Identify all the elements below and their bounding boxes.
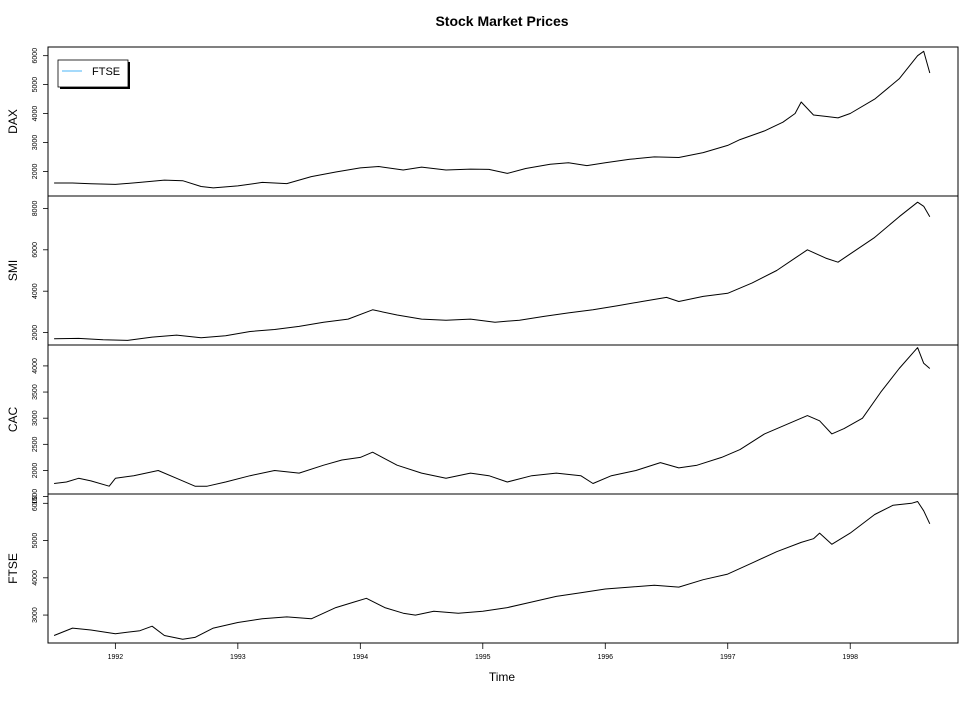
y-tick-label-cac: 3000 — [32, 410, 39, 426]
y-tick-label-dax: 4000 — [32, 106, 39, 122]
x-tick-label: 1992 — [108, 654, 124, 661]
x-axis-label: Time — [489, 670, 516, 684]
panel-dax: 2000 3000 4000 5000 6000 DAX — [6, 46, 959, 197]
panel-smi: 2000 4000 6000 8000 SMI — [6, 195, 959, 346]
panel-ftse: 3000 4000 5000 6000 FTSE — [6, 493, 959, 644]
y-tick-label-cac: 2000 — [32, 463, 39, 479]
x-tick-label: 1997 — [720, 654, 736, 661]
y-tick-label-ftse: 6000 — [32, 495, 39, 511]
y-tick-label-smi: 8000 — [32, 201, 39, 217]
chart-title: Stock Market Prices — [435, 13, 568, 29]
series-line-smi — [54, 201, 931, 341]
series-line-dax — [54, 50, 931, 189]
y-axis-label-dax: DAX — [6, 109, 20, 134]
y-axis-label-ftse: FTSE — [6, 553, 20, 584]
y-tick-label-dax: 2000 — [32, 164, 39, 180]
y-tick-label-ftse: 4000 — [32, 570, 39, 586]
y-tick-label-cac: 1500 — [32, 489, 39, 505]
series-line-cac — [54, 347, 931, 487]
legend-box — [57, 59, 129, 88]
panels: 2000 3000 4000 5000 6000 DAX 2000 4000 6000 8000 S… — [6, 46, 959, 644]
y-tick-label-dax: 3000 — [32, 135, 39, 151]
y-tick-label-dax: 6000 — [32, 48, 39, 64]
y-tick-label-cac: 2500 — [32, 436, 39, 452]
series-line-ftse — [53, 501, 931, 640]
y-tick-label-smi: 6000 — [32, 242, 39, 258]
y-tick-label-cac: 4000 — [32, 358, 39, 374]
y-tick-label-ftse: 3000 — [32, 607, 39, 623]
y-tick-label-smi: 2000 — [32, 325, 39, 341]
panel-frame-dax — [47, 46, 959, 197]
panel-frame-smi — [47, 195, 959, 346]
x-tick-label: 1998 — [842, 654, 858, 661]
legend: FTSE — [57, 59, 130, 89]
y-axis-label-cac: CAC — [6, 407, 20, 433]
y-tick-label-ftse: 5000 — [32, 533, 39, 549]
y-axis-label-smi: SMI — [6, 260, 20, 281]
x-tick-label: 1994 — [353, 654, 369, 661]
x-tick-label: 1996 — [597, 654, 613, 661]
y-tick-label-dax: 5000 — [32, 77, 39, 93]
panel-frame-ftse — [47, 493, 959, 644]
x-tick-label: 1995 — [475, 654, 491, 661]
y-tick-label-cac: 3500 — [32, 384, 39, 400]
y-tick-label-smi: 4000 — [32, 283, 39, 299]
legend-label-ftse: FTSE — [92, 66, 120, 78]
panel-frame-cac — [47, 344, 959, 495]
x-axis: 1992 1993 1994 1995 1996 1997 1998 — [108, 643, 858, 661]
x-tick-label: 1993 — [230, 654, 246, 661]
panel-cac: 1500 2000 2500 3000 3500 4000 CAC — [6, 344, 959, 505]
